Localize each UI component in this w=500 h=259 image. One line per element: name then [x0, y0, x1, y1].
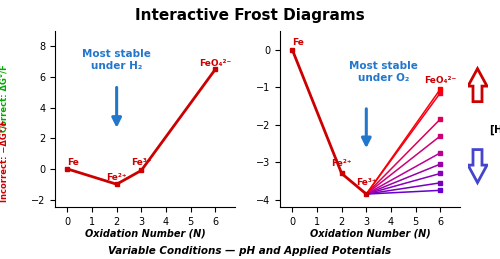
Text: Fe: Fe — [292, 38, 304, 47]
Text: Incorrect: −ΔG°/F: Incorrect: −ΔG°/F — [0, 119, 8, 202]
Text: Variable Conditions — pH and Applied Potentials: Variable Conditions — pH and Applied Pot… — [108, 246, 392, 256]
Text: FeO₄²⁻: FeO₄²⁻ — [199, 59, 232, 68]
Text: Most stable
under H₂: Most stable under H₂ — [82, 49, 151, 71]
X-axis label: Oxidation Number (Ν): Oxidation Number (Ν) — [84, 228, 206, 238]
Text: Fe³⁺: Fe³⁺ — [131, 159, 152, 167]
Text: [H$^+$]: [H$^+$] — [489, 122, 500, 137]
Text: Fe: Fe — [68, 159, 79, 167]
Text: Fe²⁺: Fe²⁺ — [106, 173, 127, 182]
Text: Fe²⁺: Fe²⁺ — [332, 159, 352, 168]
FancyArrow shape — [468, 149, 487, 183]
X-axis label: Oxidation Number (Ν): Oxidation Number (Ν) — [310, 228, 430, 238]
Text: Most stable
under O₂: Most stable under O₂ — [349, 61, 418, 83]
Text: FeO₄²⁻: FeO₄²⁻ — [424, 76, 456, 85]
FancyArrow shape — [468, 69, 487, 102]
Text: Interactive Frost Diagrams: Interactive Frost Diagrams — [135, 8, 365, 23]
Text: Fe³⁺: Fe³⁺ — [356, 178, 376, 186]
Text: Correct: ΔG°/F: Correct: ΔG°/F — [0, 64, 8, 132]
